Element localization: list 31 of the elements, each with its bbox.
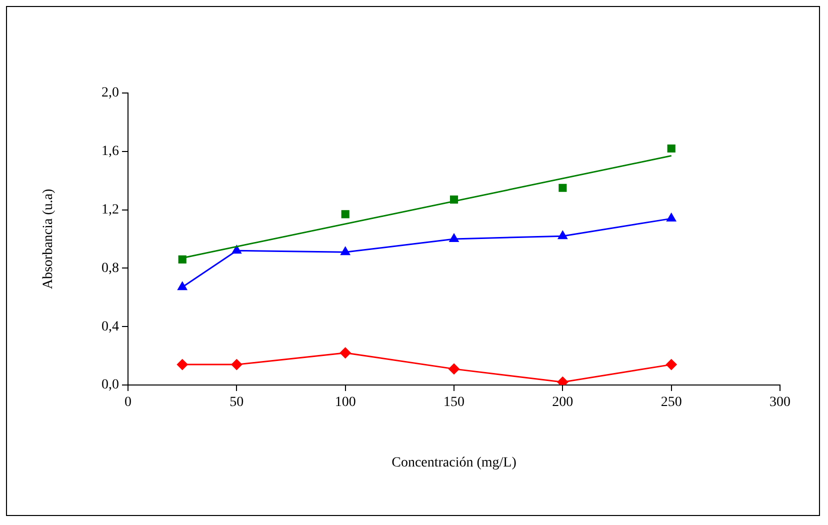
y-axis-title: Absorbancia (u.a) — [41, 188, 56, 290]
x-axis-title: Concentración (mg/L) — [392, 455, 517, 470]
point — [558, 230, 568, 240]
x-tick-label: 300 — [770, 395, 790, 410]
point — [232, 245, 242, 254]
x-tick-label: 200 — [552, 395, 574, 410]
point — [558, 184, 567, 192]
point — [231, 359, 242, 370]
x-tick-label: 0 — [124, 395, 132, 410]
x-tick-label: 150 — [444, 395, 464, 410]
point — [450, 196, 458, 204]
y-tick-label: 0,4 — [102, 319, 119, 334]
point — [178, 255, 186, 264]
point — [449, 234, 459, 242]
point — [178, 282, 188, 290]
point — [666, 359, 677, 370]
point — [176, 359, 188, 370]
y-tick-label: 1,2 — [102, 202, 119, 218]
point — [340, 347, 351, 358]
point — [341, 210, 350, 218]
y-tick-label: 2,0 — [102, 86, 119, 101]
y-tick-label: 0,0 — [102, 378, 119, 393]
x-tick-label: 100 — [334, 395, 356, 410]
point — [667, 144, 676, 153]
x-tick-label: 250 — [660, 395, 682, 410]
point — [448, 363, 460, 374]
x-tick-label: 50 — [230, 395, 244, 410]
point — [340, 246, 350, 256]
y-tick-label: 1,6 — [102, 144, 119, 160]
y-tick-label: 0,8 — [102, 260, 119, 276]
point — [666, 213, 676, 222]
